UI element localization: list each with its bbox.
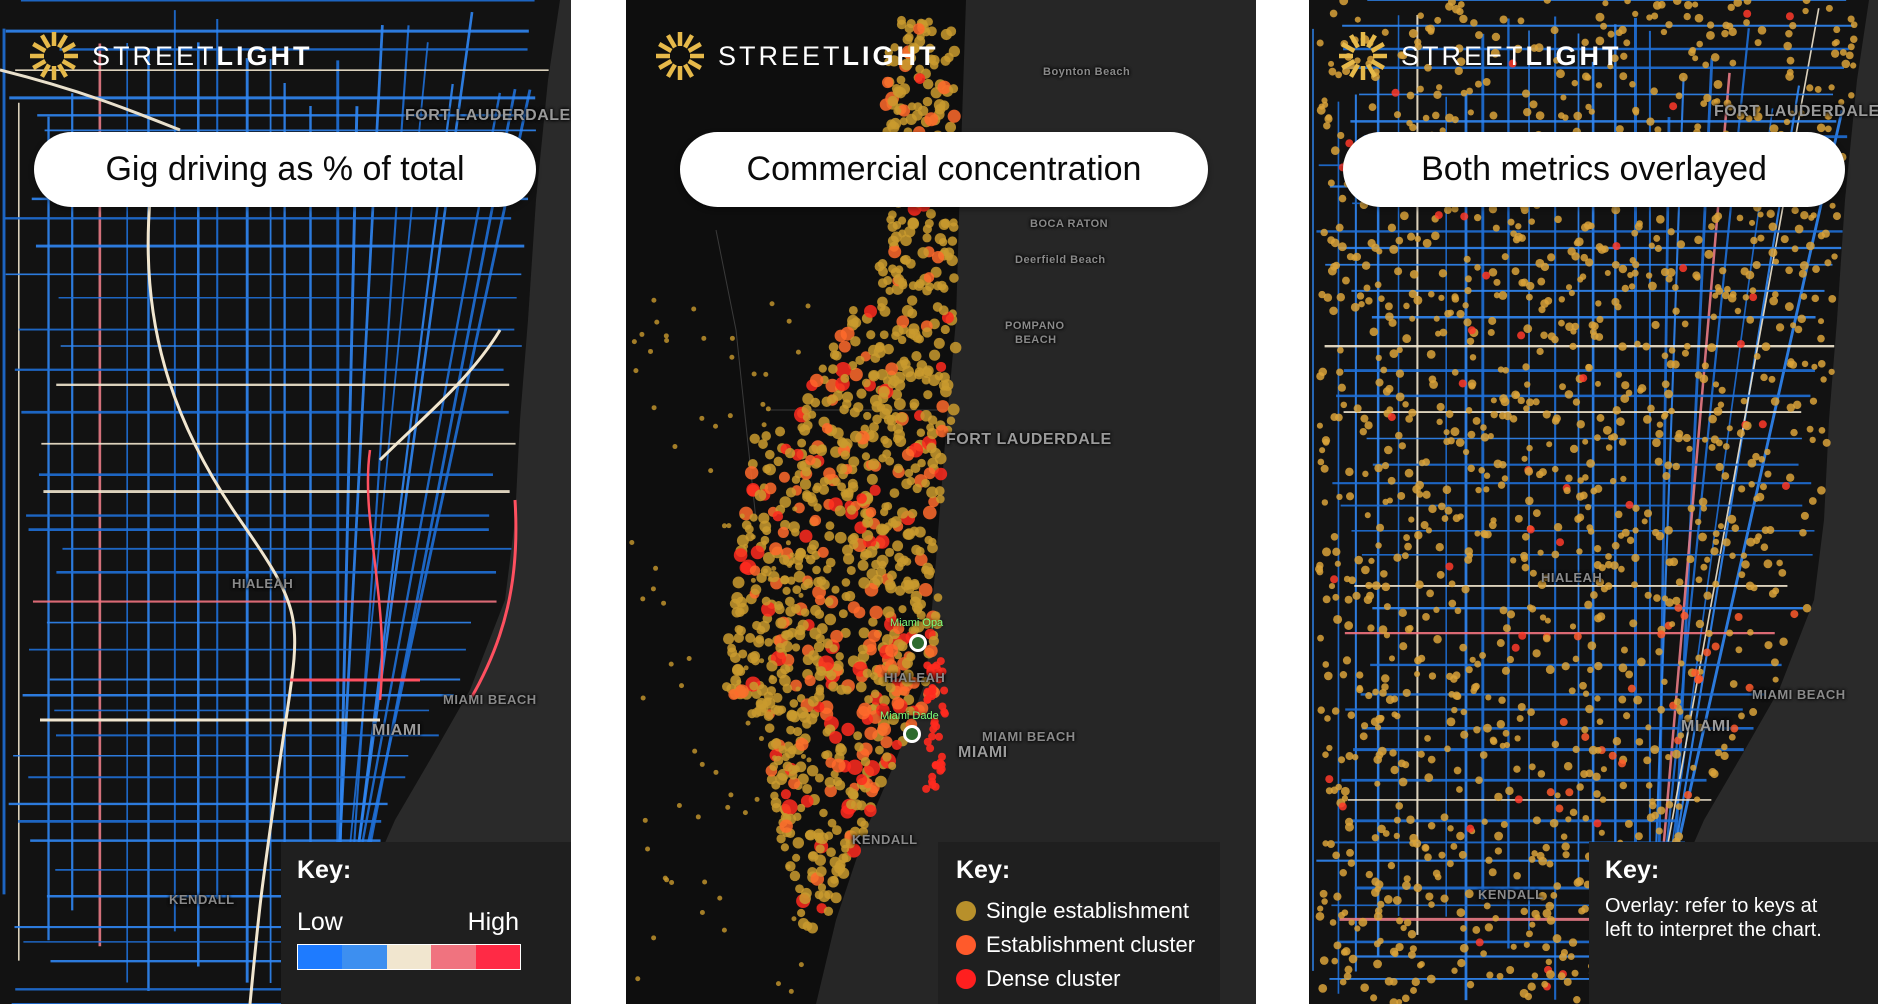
map-panel-commercial-concentration: STREETLIGHT Commercial concentration Boy…	[626, 0, 1256, 1004]
key-low-label: Low	[297, 908, 343, 936]
map-key: Key: Low High	[281, 842, 571, 1004]
ramp-swatch-5	[475, 945, 521, 969]
brand-suffix: LIGHT	[216, 40, 313, 71]
city-label-kendall: KENDALL	[1478, 887, 1544, 902]
legend-label: Dense cluster	[986, 966, 1121, 991]
city-label-hialeah: HIALEAH	[884, 670, 946, 685]
ramp-swatch-2	[342, 945, 387, 969]
legend-dot-dense	[956, 969, 976, 989]
map-key: Key: Overlay: refer to keys at left to i…	[1589, 842, 1878, 1004]
legend-label: Establishment cluster	[986, 932, 1196, 957]
sunburst-icon	[656, 32, 704, 80]
streetlight-logo: STREETLIGHT	[654, 30, 939, 82]
color-ramp	[297, 944, 521, 970]
streetlight-logo: STREETLIGHT	[1337, 30, 1622, 82]
brand-prefix: STREET	[718, 40, 843, 71]
key-high-label: High	[467, 908, 519, 936]
key-note: Overlay: refer to keys at left to interp…	[1605, 895, 1822, 941]
city-label-miami: MIAMI	[958, 744, 1008, 761]
city-label-miami-beach: MIAMI BEACH	[982, 729, 1076, 744]
key-title: Key:	[1605, 856, 1660, 884]
city-label-kendall: KENDALL	[852, 832, 918, 847]
legend-dot-cluster	[956, 935, 976, 955]
key-title: Key:	[297, 856, 352, 884]
legend-item-dense: Dense cluster	[956, 966, 1121, 992]
city-label-hialeah: HIALEAH	[1541, 570, 1603, 585]
map-panel-gig-driving: STREETLIGHT Gig driving as % of total FO…	[0, 0, 571, 1004]
legend-dot-single	[956, 901, 976, 921]
legend-item-cluster: Establishment cluster	[956, 932, 1195, 958]
city-label-miami-beach: MIAMI BEACH	[1752, 687, 1846, 702]
city-label-deerfield-beach: Deerfield Beach	[1015, 254, 1106, 266]
city-label-boca-raton: BOCA RATON	[1030, 218, 1109, 230]
streetlight-logo: STREETLIGHT	[28, 30, 313, 82]
city-label-hialeah: HIALEAH	[232, 576, 294, 591]
ocean-area	[1639, 0, 1878, 1004]
brand-prefix: STREET	[1401, 40, 1526, 71]
ocean-area	[330, 0, 571, 1004]
city-label-fort-lauderdale: FORT LAUDERDALE	[405, 107, 571, 124]
station-marker-miami-dade[interactable]	[903, 725, 921, 743]
ramp-swatch-4	[431, 945, 476, 969]
major-corridors	[0, 68, 518, 1004]
station-marker-miami-opa[interactable]	[909, 634, 927, 652]
station-label-miami-opa: Miami Opa	[890, 617, 944, 629]
city-label-miami-beach: MIAMI BEACH	[443, 692, 537, 707]
ramp-swatch-3	[386, 945, 432, 969]
ramp-swatch-1	[298, 945, 343, 969]
station-label-miami-dade: Miami Dade	[880, 710, 939, 722]
sunburst-icon	[1339, 32, 1387, 80]
city-label-boynton-beach: Boynton Beach	[1043, 66, 1131, 78]
panel-title: Commercial concentration	[680, 132, 1208, 207]
city-label-fort-lauderdale: FORT LAUDERDALE	[1714, 103, 1878, 120]
map-panel-both-overlayed: STREETLIGHT Both metrics overlayed FORT …	[1309, 0, 1878, 1004]
key-title: Key:	[956, 856, 1011, 884]
legend-label: Single establishment	[986, 898, 1190, 923]
city-label-fort-lauderdale: FORT LAUDERDALE	[946, 431, 1112, 448]
panel-title: Both metrics overlayed	[1343, 132, 1845, 207]
overlay-dots	[1315, 0, 1858, 1004]
city-label-pompano-beach: BEACH	[1015, 334, 1057, 346]
brand-prefix: STREET	[92, 40, 217, 71]
city-label-miami: MIAMI	[1681, 718, 1731, 735]
sunburst-icon	[30, 32, 78, 80]
city-label-pompano: POMPANO	[1005, 320, 1065, 332]
panel-title: Gig driving as % of total	[34, 132, 536, 207]
ocean-area	[816, 0, 1256, 1004]
city-label-kendall: KENDALL	[169, 892, 235, 907]
map-key: Key: Single establishment Establishment …	[938, 842, 1220, 1004]
legend-item-single: Single establishment	[956, 898, 1189, 924]
city-label-miami: MIAMI	[372, 722, 422, 739]
brand-suffix: LIGHT	[1525, 40, 1622, 71]
brand-suffix: LIGHT	[842, 40, 939, 71]
